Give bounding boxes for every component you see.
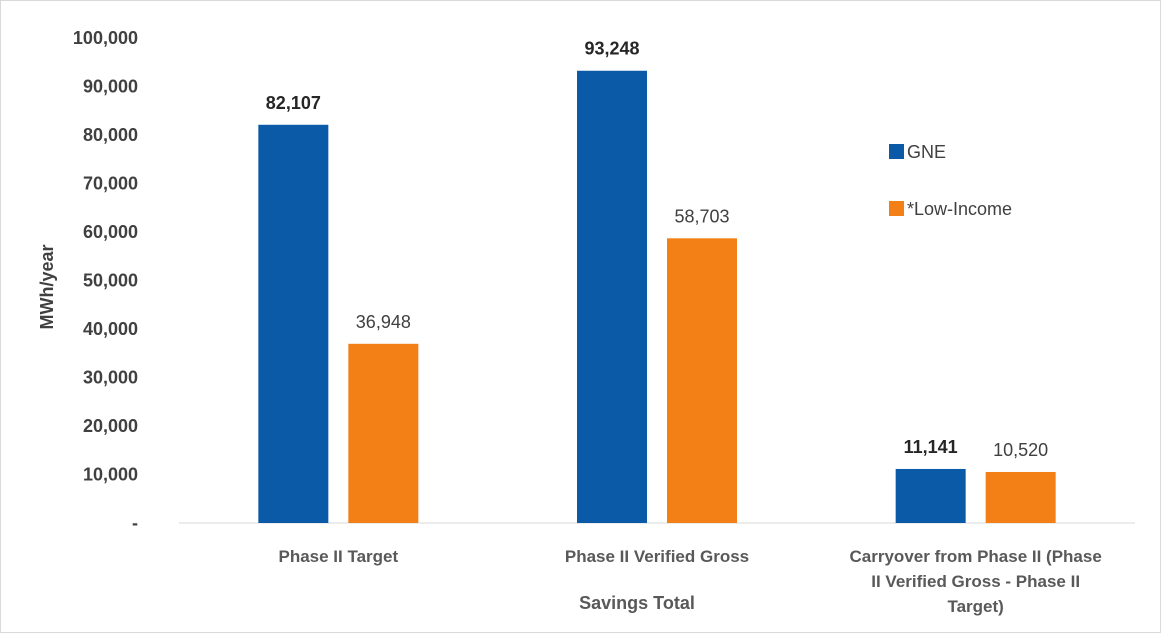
legend-swatch: [889, 201, 904, 216]
category-label: Phase II Target: [278, 547, 398, 566]
legend-swatch: [889, 144, 904, 159]
bar-data-label: 10,520: [993, 440, 1048, 460]
category-label: II Verified Gross - Phase II: [871, 572, 1080, 591]
y-tick-label: 10,000: [83, 465, 138, 485]
y-tick-label: 50,000: [83, 271, 138, 291]
y-tick-label: 40,000: [83, 319, 138, 339]
bar: [667, 238, 737, 523]
y-axis-ticks: - 10,000 20,000 30,000 40,000 50,000 60,000 70,…: [73, 28, 138, 533]
bars: [258, 70, 1056, 524]
y-tick-label: 90,000: [83, 77, 138, 97]
category-labels: Phase II Target Phase II Verified Gross Ca…: [278, 547, 1101, 616]
y-tick-label: 60,000: [83, 222, 138, 242]
bar-data-label: 36,948: [356, 312, 411, 332]
legend-label: GNE: [907, 142, 946, 162]
category-label: Phase II Verified Gross: [565, 547, 749, 566]
category-label: Target): [947, 597, 1003, 616]
y-tick-label: -: [132, 513, 138, 533]
y-tick-label: 30,000: [83, 368, 138, 388]
y-tick-label: 20,000: [83, 416, 138, 436]
bar: [348, 343, 419, 523]
data-labels: 82,107 36,948 93,248 58,703 11,141 10,520: [266, 39, 1048, 460]
bar-data-label: 82,107: [266, 93, 321, 113]
y-tick-label: 70,000: [83, 174, 138, 194]
y-axis-title: MWh/year: [37, 244, 57, 329]
legend: GNE *Low-Income: [889, 142, 1012, 219]
bar: [258, 124, 329, 523]
x-axis-title: Savings Total: [579, 593, 695, 613]
category-label: Carryover from Phase II (Phase: [850, 547, 1102, 566]
bar: [895, 468, 966, 523]
y-tick-label: 80,000: [83, 125, 138, 145]
y-tick-label: 100,000: [73, 28, 138, 48]
bar: [577, 70, 647, 524]
bar-data-label: 58,703: [674, 206, 729, 226]
legend-label: *Low-Income: [907, 199, 1012, 219]
bar: [985, 471, 1056, 523]
bar-data-label: 93,248: [584, 39, 639, 59]
bar-data-label: 11,141: [904, 437, 958, 457]
